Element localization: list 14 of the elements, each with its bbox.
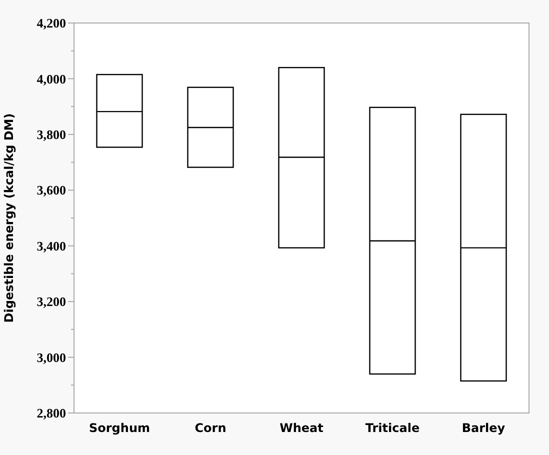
x-tick-label: Wheat <box>280 421 324 435</box>
y-tick-label: 3,600 <box>36 182 66 198</box>
y-tick-label: 3,000 <box>36 350 66 365</box>
y-axis-title: Digestible energy (kcal/kg DM) <box>2 113 16 323</box>
y-tick-label: 4,200 <box>36 16 66 31</box>
y-tick-label: 4,000 <box>36 71 66 86</box>
x-tick-label: Corn <box>194 421 226 435</box>
x-tick-label: Sorghum <box>89 421 150 435</box>
x-tick-label: Triticale <box>365 421 420 435</box>
y-tick-label: 3,400 <box>36 238 66 254</box>
y-tick-label: 3,200 <box>36 294 66 310</box>
x-tick-label: Barley <box>462 421 506 435</box>
y-tick-label: 2,800 <box>36 406 66 421</box>
y-tick-label: 3,800 <box>36 126 66 142</box>
